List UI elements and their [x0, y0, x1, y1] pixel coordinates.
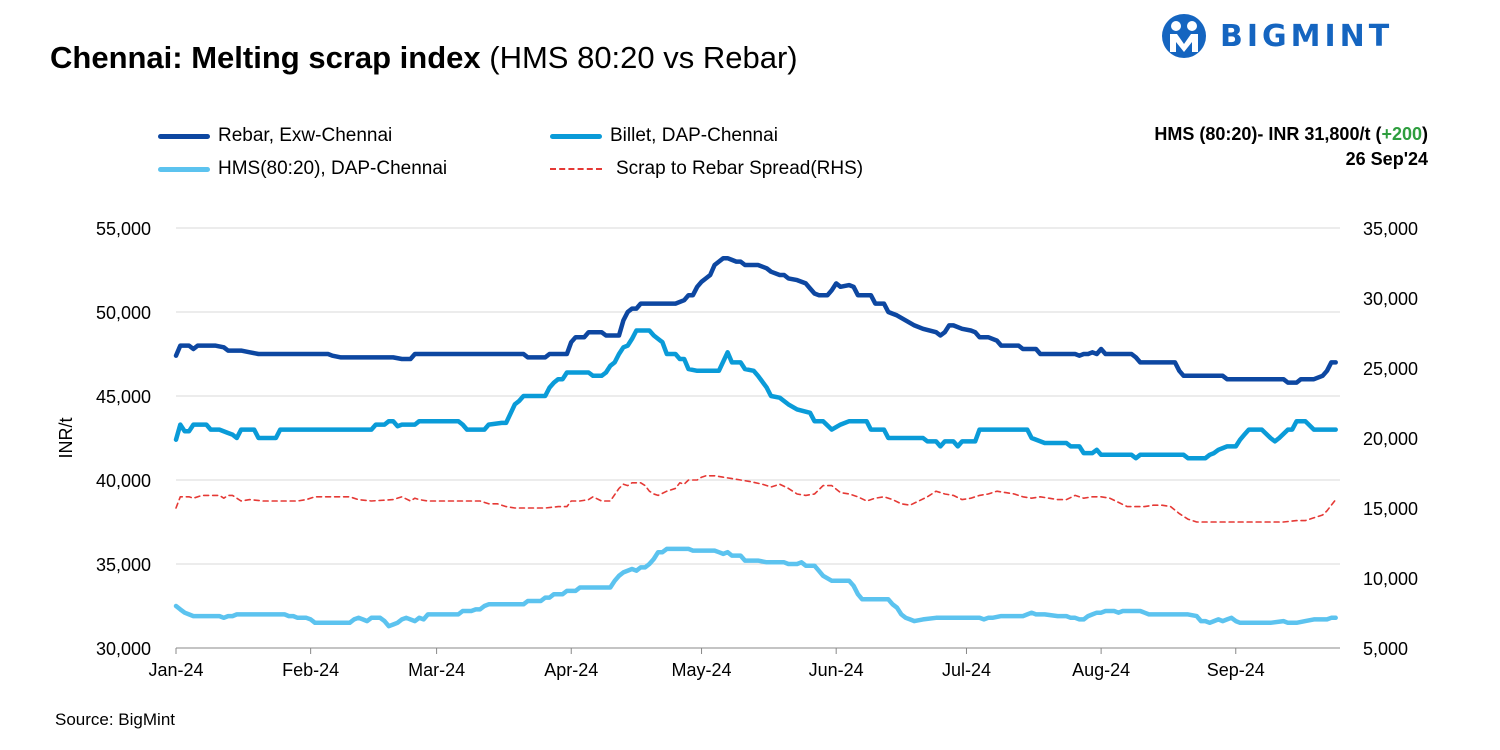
- y-tick-label: 40,000: [96, 471, 151, 491]
- price-annotation-prefix: HMS (80:20)- INR 31,800/t (: [1154, 124, 1382, 144]
- legend-label-hms: HMS(80:20), DAP-Chennai: [218, 158, 448, 179]
- x-tick-label: Apr-24: [544, 660, 598, 680]
- chart-title-subtitle: (HMS 80:20 vs Rebar): [489, 40, 798, 75]
- y2-tick-label: 25,000: [1363, 359, 1418, 379]
- brand-logo: BIGMINT: [1160, 8, 1393, 64]
- brand-logo-text: BIGMINT: [1220, 18, 1394, 54]
- y2-tick-label: 10,000: [1363, 569, 1418, 589]
- gridlines: [176, 227, 1340, 649]
- series-line-hms: [173, 546, 1338, 629]
- x-tick-label: May-24: [672, 660, 732, 680]
- price-annotation: HMS (80:20)- INR 31,800/t (+200) 26 Sep'…: [1154, 122, 1428, 172]
- y-tick-label: 45,000: [96, 387, 151, 407]
- y-tick-label: 55,000: [96, 219, 151, 239]
- x-tick-label: Sep-24: [1207, 660, 1265, 680]
- y-axis-left-ticks: 30,000 35,000 40,000 45,000 50,000 55,000: [96, 219, 151, 659]
- y2-tick-label: 15,000: [1363, 499, 1418, 519]
- y-axis-label: INR/t: [56, 417, 76, 458]
- y2-tick-label: 20,000: [1363, 429, 1418, 449]
- price-change-value: +200: [1381, 124, 1422, 144]
- series-line-spread: [175, 475, 1337, 523]
- source-note: Source: BigMint: [55, 710, 175, 729]
- x-tick-label: Mar-24: [408, 660, 465, 680]
- chart-title: Chennai: Melting scrap index (HMS 80:20 …: [50, 40, 798, 76]
- series-group: [173, 255, 1338, 629]
- y-tick-label: 30,000: [96, 639, 151, 659]
- y2-tick-label: 5,000: [1363, 639, 1408, 659]
- price-annotation-suffix: ): [1422, 124, 1428, 144]
- legend-swatch-spread: [550, 168, 602, 170]
- x-tick-label: Feb-24: [282, 660, 339, 680]
- x-tick-label: Jun-24: [809, 660, 864, 680]
- legend-swatch-rebar: [158, 133, 210, 139]
- bigmint-logo-icon: [1162, 14, 1206, 58]
- legend-swatch-billet: [550, 133, 602, 139]
- legend-swatch-hms: [158, 166, 210, 172]
- y-tick-label: 35,000: [96, 555, 151, 575]
- y-tick-label: 50,000: [96, 303, 151, 323]
- x-tick-label: Jul-24: [942, 660, 991, 680]
- legend-item-rebar: Rebar, Exw-Chennai: [158, 125, 392, 147]
- legend-item-billet: Billet, DAP-Chennai: [550, 125, 778, 147]
- series-line-billet: [173, 328, 1338, 461]
- legend-item-spread: Scrap to Rebar Spread(RHS): [550, 158, 863, 180]
- price-annotation-line1: HMS (80:20)- INR 31,800/t (+200): [1154, 122, 1428, 147]
- x-tick-label: Aug-24: [1072, 660, 1130, 680]
- y2-tick-label: 30,000: [1363, 289, 1418, 309]
- chart-title-bold: Chennai: Melting scrap index: [50, 40, 481, 75]
- x-tick-label: Jan-24: [148, 660, 203, 680]
- legend-label-rebar: Rebar, Exw-Chennai: [218, 125, 393, 146]
- legend-label-spread: Scrap to Rebar Spread(RHS): [616, 158, 864, 179]
- y2-tick-label: 35,000: [1363, 219, 1418, 239]
- y-axis-right-ticks: 5,000 10,000 15,000 20,000 25,000 30,000 35,00…: [1363, 219, 1418, 659]
- legend-item-hms: HMS(80:20), DAP-Chennai: [158, 158, 447, 180]
- series-line-rebar: [173, 255, 1338, 385]
- legend-label-billet: Billet, DAP-Chennai: [610, 125, 778, 146]
- x-axis-ticks: Jan-24 Feb-24 Mar-24 Apr-24 May-24 Jun-24 Jul-…: [148, 648, 1265, 680]
- price-annotation-date: 26 Sep'24: [1345, 149, 1428, 169]
